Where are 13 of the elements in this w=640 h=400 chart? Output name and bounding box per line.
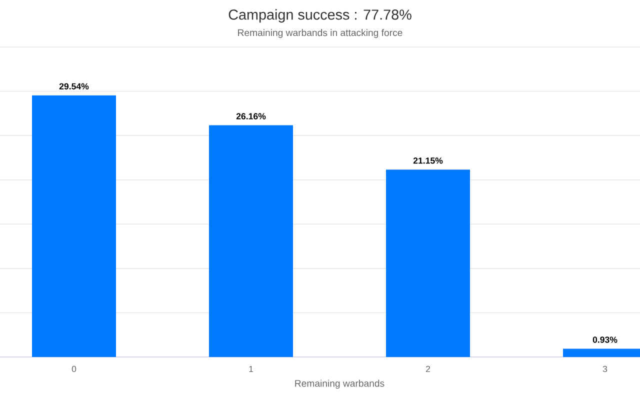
x-axis-title: Remaining warbands <box>295 380 384 389</box>
data-label: 0.93% <box>592 336 618 343</box>
data-label: 26.16% <box>236 113 266 120</box>
data-label: 21.15% <box>413 158 443 164</box>
x-tick-label: 1 <box>249 366 254 372</box>
chart-title: Campaign success : 77.78% <box>228 9 412 23</box>
x-tick-label: 0 <box>72 366 76 372</box>
chart-subtitle: Remaining warbands in attacking force <box>238 29 402 38</box>
bar <box>32 95 116 357</box>
bar <box>209 125 294 357</box>
x-tick-label: 3 <box>602 366 608 372</box>
data-label: 29.54% <box>59 83 89 90</box>
x-tick-label: 2 <box>426 366 430 372</box>
